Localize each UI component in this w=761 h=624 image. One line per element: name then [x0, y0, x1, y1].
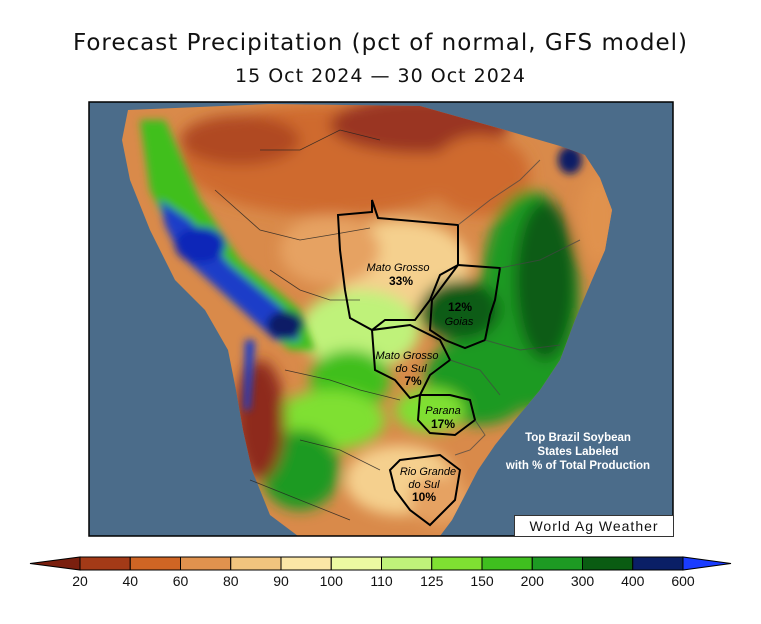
legend-color-box	[481, 556, 533, 571]
state-label-mato-grosso-do-sul: Mato Grosso do Sul 7%	[376, 350, 439, 388]
state-name: Rio Grande	[400, 466, 456, 478]
legend-color-box	[280, 556, 332, 571]
map-subtitle: 15 Oct 2024 — 30 Oct 2024	[235, 65, 526, 87]
map-frame	[88, 101, 674, 537]
legend-color-box	[582, 556, 634, 571]
legend-color-box	[180, 556, 232, 571]
legend-color-box	[79, 556, 131, 571]
state-pct: 33%	[389, 274, 413, 288]
legend-color-box	[129, 556, 181, 571]
country-borders	[214, 129, 401, 521]
legend-tick-label: 20	[72, 573, 88, 589]
state-label-parana: Parana 17%	[425, 405, 460, 431]
legend-tick-label: 40	[122, 573, 139, 589]
state-pct: 12%	[448, 300, 472, 314]
state-label-rio-grande-do-sul: Rio Grande do Sul 10%	[400, 466, 456, 504]
state-label-mato-grosso: Mato Grosso 33%	[367, 262, 430, 288]
legend-color-box	[431, 556, 483, 571]
legend-color-box	[632, 556, 684, 571]
legend-tick-label: 400	[621, 573, 645, 589]
other-state-borders	[449, 159, 581, 456]
legend-color-box	[330, 556, 382, 571]
color-legend	[29, 556, 732, 571]
legend-color-box	[230, 556, 282, 571]
credit-label: World Ag Weather	[514, 515, 674, 537]
legend-color-box	[381, 556, 433, 571]
legend-under-arrow	[29, 556, 81, 571]
note-line: States Labeled	[537, 446, 618, 458]
state-name: Parana	[425, 405, 460, 417]
state-name: Goias	[445, 316, 474, 328]
legend-tick-label: 60	[172, 573, 189, 589]
soybean-note: Top Brazil Soybean States Labeled with %…	[505, 432, 650, 472]
legend-tick-label: 90	[273, 573, 289, 589]
state-pct: 17%	[431, 417, 455, 431]
legend-tick-label: 600	[671, 573, 695, 589]
legend-color-box	[531, 556, 583, 571]
state-label-goias: 12% Goias	[445, 300, 474, 328]
legend-tick-label: 200	[520, 573, 544, 589]
state-name: Mato Grosso	[367, 262, 430, 274]
legend-tick-label: 80	[222, 573, 239, 589]
note-line: Top Brazil Soybean	[525, 432, 631, 444]
note-line: with % of Total Production	[505, 460, 650, 472]
legend-tick-label: 150	[470, 573, 494, 589]
state-name: do Sul	[408, 479, 440, 491]
legend-tick-label: 110	[370, 573, 393, 589]
state-name: Mato Grosso	[376, 350, 439, 362]
map-title: Forecast Precipitation (pct of normal, G…	[72, 30, 689, 56]
state-pct: 10%	[412, 490, 436, 504]
legend-tick-label: 100	[319, 573, 343, 589]
state-name: do Sul	[395, 363, 427, 375]
legend-over-arrow	[682, 556, 732, 571]
legend-tick-label: 300	[570, 573, 595, 589]
state-pct: 7%	[404, 374, 422, 388]
state-outlines	[336, 199, 502, 527]
legend-tick-label: 125	[420, 573, 444, 589]
